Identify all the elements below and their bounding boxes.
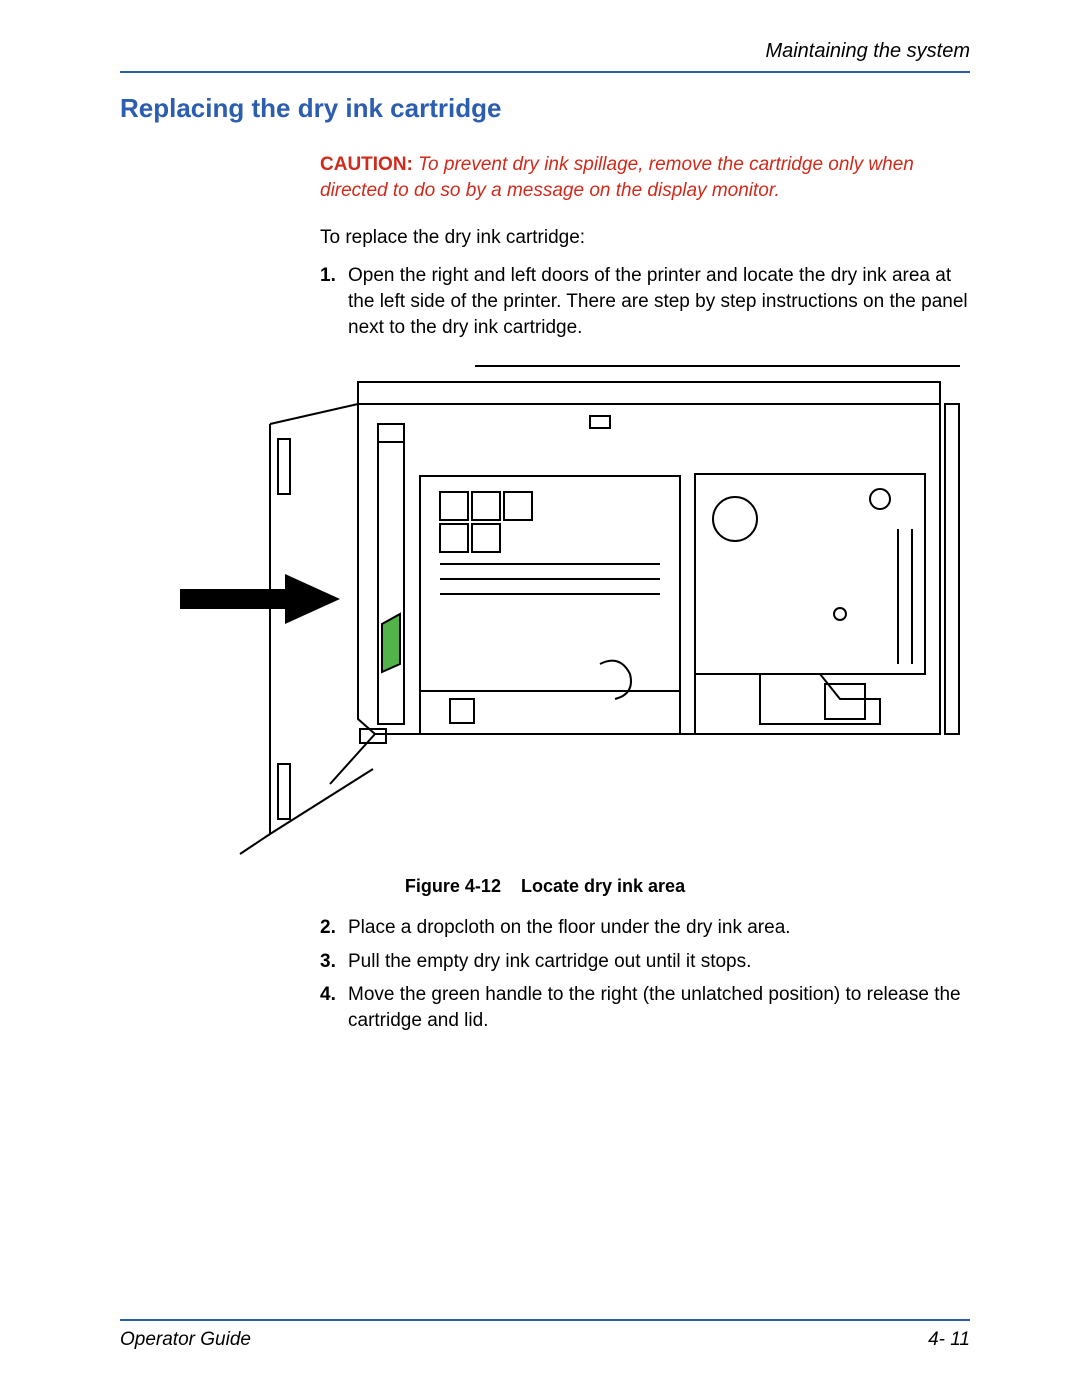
caution-paragraph: CAUTION: To prevent dry ink spillage, re… bbox=[320, 152, 970, 203]
page-title: Replacing the dry ink cartridge bbox=[120, 93, 970, 124]
step-text: Move the green handle to the right (the … bbox=[348, 982, 970, 1033]
step-number: 2. bbox=[320, 915, 348, 941]
header-section-name: Maintaining the system bbox=[120, 40, 970, 63]
footer-page-number: 4- 11 bbox=[928, 1329, 970, 1351]
step-list-after-figure: 2.Place a dropcloth on the floor under t… bbox=[320, 915, 970, 1034]
caution-label: CAUTION: bbox=[320, 154, 413, 175]
figure: Figure 4-12 Locate dry ink area bbox=[120, 364, 970, 897]
step-text: Pull the empty dry ink cartridge out unt… bbox=[348, 949, 970, 975]
arrow-icon bbox=[180, 574, 340, 624]
step-number: 3. bbox=[320, 949, 348, 975]
page-footer: Operator Guide 4- 11 bbox=[120, 1319, 970, 1351]
content-block: CAUTION: To prevent dry ink spillage, re… bbox=[320, 152, 970, 1034]
step-number: 1. bbox=[320, 263, 348, 340]
printer-diagram bbox=[120, 364, 970, 864]
step-item: 2.Place a dropcloth on the floor under t… bbox=[320, 915, 970, 941]
intro-text: To replace the dry ink cartridge: bbox=[320, 227, 970, 249]
figure-title: Locate dry ink area bbox=[521, 876, 685, 896]
header-rule bbox=[120, 71, 970, 73]
step-text: Place a dropcloth on the floor under the… bbox=[348, 915, 970, 941]
step-item: 4.Move the green handle to the right (th… bbox=[320, 982, 970, 1033]
step-item: 3.Pull the empty dry ink cartridge out u… bbox=[320, 949, 970, 975]
figure-caption: Figure 4-12 Locate dry ink area bbox=[120, 876, 970, 897]
step-list-before-figure: 1.Open the right and left doors of the p… bbox=[320, 263, 970, 340]
step-text: Open the right and left doors of the pri… bbox=[348, 263, 970, 340]
figure-label: Figure 4-12 bbox=[405, 876, 501, 896]
footer-guide-name: Operator Guide bbox=[120, 1329, 251, 1351]
step-number: 4. bbox=[320, 982, 348, 1033]
green-handle-icon bbox=[382, 614, 400, 672]
footer-rule bbox=[120, 1319, 970, 1321]
step-item: 1.Open the right and left doors of the p… bbox=[320, 263, 970, 340]
